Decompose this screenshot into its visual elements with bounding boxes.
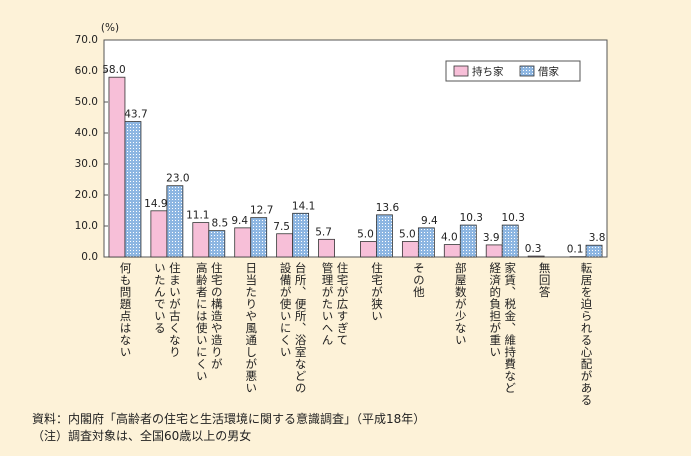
value-label: 11.1 [186,210,209,222]
value-label: 5.0 [357,229,374,241]
legend-label: 借家 [538,65,559,78]
y-tick-label: 40.0 [75,127,98,139]
bar [401,241,419,258]
value-label: 3.9 [483,232,500,244]
value-label: 4.0 [441,232,458,244]
bar [124,121,142,258]
bar [166,185,184,258]
value-label: 5.7 [315,226,332,238]
bar [208,230,226,258]
bar [276,233,294,258]
bar [459,224,477,258]
x-tick-label: その他 [411,262,426,298]
bar [443,244,461,258]
bar [417,227,435,258]
legend-box [445,60,581,82]
y-tick-label: 0.0 [81,251,98,263]
y-tick-label: 60.0 [75,65,98,77]
note: 資料：内閣府「高齢者の住宅と生活環境に関する意識調査」（平成18年） [32,412,426,426]
x-tick-label: 住宅が狭い [369,262,384,322]
value-label: 10.3 [502,212,525,224]
x-tick-label: 何も問題点はない [118,262,133,358]
y-tick-label: 70.0 [75,34,98,46]
value-label: 7.5 [273,221,290,233]
value-label: 9.4 [421,215,438,227]
y-tick-label: 30.0 [75,158,98,170]
value-label: 10.3 [460,212,483,224]
value-label: 13.6 [376,202,400,214]
value-label: 0.3 [525,243,542,255]
bar [250,217,268,258]
bar [108,76,126,258]
bar [376,214,393,258]
value-label: 43.7 [124,109,147,121]
value-label: 3.8 [589,232,606,244]
value-label: 8.5 [211,218,228,230]
value-label: 14.9 [144,198,167,210]
bar [527,255,545,258]
y-unit: (%) [101,22,119,34]
legend-swatch [519,65,535,77]
value-label: 5.0 [399,229,416,241]
bar [318,238,335,258]
legend-label: 持ち家 [472,65,504,78]
y-tick-label: 50.0 [75,96,98,108]
bar [150,210,168,258]
value-label: 14.1 [292,200,315,212]
y-tick-label: 10.0 [75,220,98,232]
x-tick-label: 住まいが古くなり いたんでいる [152,262,182,358]
value-label: 23.0 [166,173,189,185]
x-tick-label: 無回答 [537,262,552,298]
x-tick-label: 台所、便所、浴室などの 設備が使いにくい [278,262,308,394]
x-tick-label: 部屋数が少ない [453,262,468,346]
x-tick-label: 住宅の構造や造りが 高齢者には使いにくい [194,262,224,382]
bar [485,244,503,258]
value-label: 58.0 [102,64,125,76]
legend-swatch [453,65,469,77]
y-tick-label: 20.0 [75,189,98,201]
bar [234,227,252,258]
x-tick-label: 転居を迫られる心配がある [579,262,594,406]
note: （注）調査対象は、全国60歳以上の男女 [32,429,252,443]
bar [585,244,603,258]
bar [360,241,377,258]
x-tick-label: 日当たりや風通しが悪い [244,262,259,394]
value-label: 12.7 [250,205,273,217]
bar [192,222,210,258]
x-tick-label: 家賃、税金、維持費など 経済的負担が重い [488,262,518,394]
bar [501,224,519,258]
x-tick-label: 住宅が広すぎて 管理がたいへん [320,262,350,346]
value-label: 0.1 [567,244,584,256]
bar [292,212,310,258]
value-label: 9.4 [231,215,248,227]
